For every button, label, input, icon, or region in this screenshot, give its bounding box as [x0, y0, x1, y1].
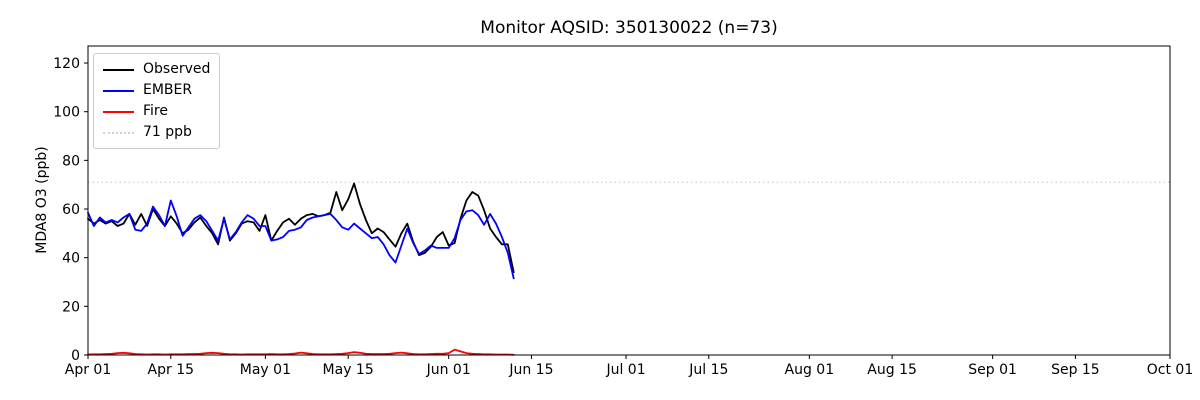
x-tick-label: Sep 01 [968, 362, 1017, 378]
plot-layer [87, 182, 515, 356]
legend-label-fire: Fire [143, 103, 168, 119]
y-tick-label: 60 [62, 202, 80, 218]
x-tick-label: Sep 15 [1051, 362, 1100, 378]
x-axis-ticks: Apr 01 Apr 15 May 01 May 15 Jun 01 Jun 15 Jul … [65, 355, 1193, 378]
observed-line [87, 182, 515, 274]
x-tick-label: Jun 01 [426, 362, 471, 378]
y-tick-label: 0 [71, 348, 80, 364]
legend-label-ember: EMBER [143, 82, 193, 98]
legend-item-ember: EMBER [103, 80, 210, 101]
fire-line [87, 348, 515, 356]
y-axis-ticks: 0 20 40 60 80 100 120 [53, 56, 88, 364]
observed-line-swatch [103, 68, 134, 71]
y-tick-label: 40 [62, 251, 80, 267]
y-axis-label: MDA8 O3 (ppb) [34, 146, 50, 254]
ember-line-swatch [103, 89, 134, 92]
legend-item-observed: Observed [103, 59, 210, 80]
x-tick-label: Jul 01 [605, 362, 645, 378]
x-tick-label: Jun 15 [508, 362, 553, 378]
plot-frame [87, 45, 1171, 356]
x-tick-label: Oct 01 [1147, 362, 1193, 378]
legend-item-fire: Fire [103, 101, 210, 122]
legend-label-threshold: 71 ppb [143, 124, 192, 140]
x-tick-label: Apr 15 [148, 362, 194, 378]
x-tick-label: May 15 [323, 362, 374, 378]
fire-line-swatch [103, 110, 134, 113]
y-tick-label: 120 [53, 56, 80, 72]
y-tick-label: 80 [62, 153, 80, 169]
legend-label-observed: Observed [143, 61, 211, 77]
chart-title: Monitor AQSID: 350130022 (n=73) [480, 18, 777, 38]
x-tick-label: Jul 15 [688, 362, 728, 378]
y-tick-label: 100 [53, 105, 80, 121]
ember-line [87, 199, 515, 280]
y-tick-label: 20 [62, 299, 80, 315]
x-tick-label: Aug 01 [785, 362, 835, 378]
x-tick-label: May 01 [240, 362, 291, 378]
threshold-line-swatch [103, 131, 134, 134]
x-tick-label: Apr 01 [65, 362, 111, 378]
legend: Observed EMBER Fire 71 ppb [93, 53, 221, 149]
legend-item-threshold: 71 ppb [103, 122, 210, 143]
x-tick-label: Aug 15 [867, 362, 917, 378]
